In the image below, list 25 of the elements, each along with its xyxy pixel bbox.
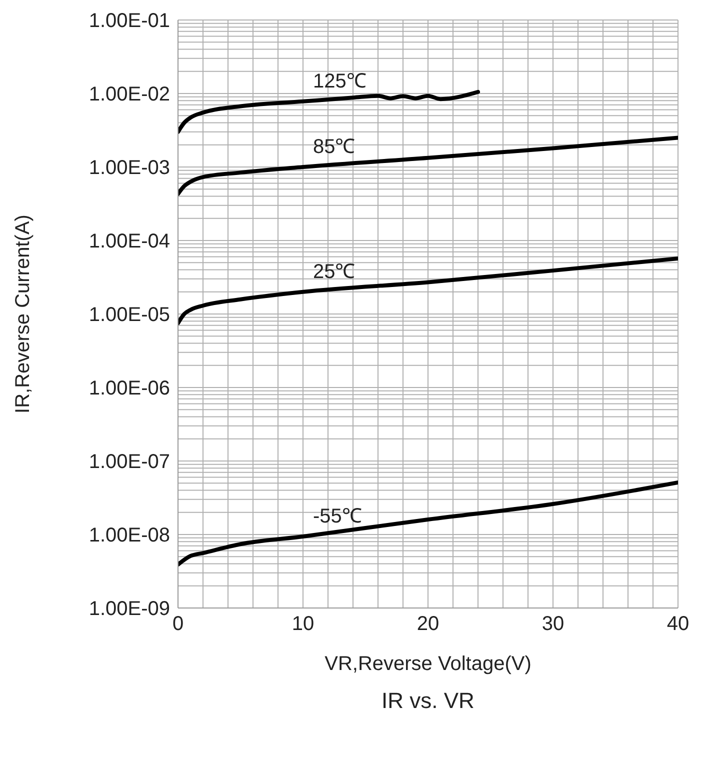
y-tick-label: 1.00E-07	[88, 451, 170, 474]
series-label: -55℃	[313, 505, 362, 528]
x-axis-title: VR,Reverse Voltage(V)	[324, 653, 532, 675]
line-series	[178, 90, 480, 134]
y-tick-label: 1.00E-02	[88, 84, 170, 106]
x-tick-label: 0	[172, 613, 184, 636]
x-tick-label: 10	[292, 613, 314, 636]
y-tick-label: 1.00E-01	[88, 10, 170, 32]
y-tick-label: 1.00E-06	[88, 378, 170, 400]
line-series	[178, 480, 678, 567]
y-tick-label: 1.00E-04	[88, 230, 170, 253]
series-label: 125℃	[313, 70, 366, 92]
line-series	[178, 136, 678, 196]
series-label: 25℃	[313, 260, 356, 283]
x-tick-label: 40	[666, 613, 690, 636]
x-tick-label: 30	[542, 613, 564, 636]
line-series	[178, 256, 678, 326]
x-tick-label: 20	[416, 613, 440, 636]
series-label: 85℃	[313, 136, 356, 158]
y-tick-label: 1.00E-05	[88, 304, 170, 326]
y-tick-label: 1.00E-03	[88, 157, 170, 180]
text: IR vs. VR	[380, 688, 476, 714]
y-tick-label: 1.00E-08	[88, 524, 170, 547]
y-axis-title: IR,Reverse Current(A)	[12, 214, 34, 414]
y-tick-label: 1.00E-09	[88, 598, 170, 620]
